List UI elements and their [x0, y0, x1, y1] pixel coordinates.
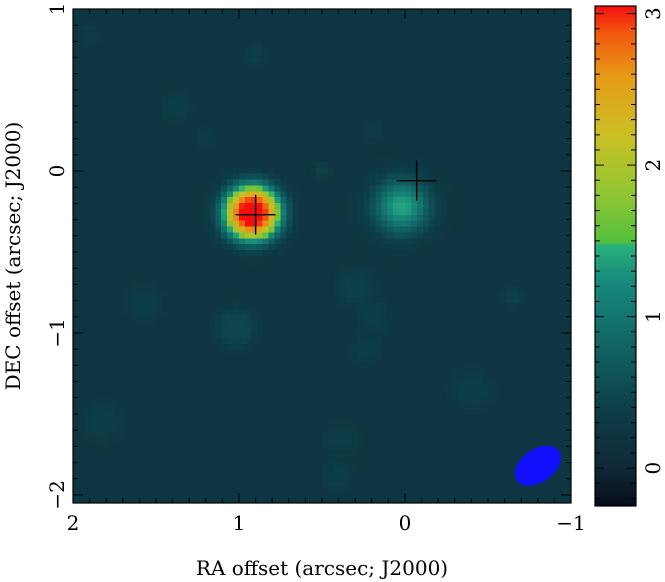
- x-tick-label: 0: [399, 511, 412, 535]
- y-axis-label: DEC offset (arcsec; J2000): [1, 122, 25, 391]
- image-panel: [72, 8, 572, 504]
- x-axis-label: RA offset (arcsec; J2000): [196, 556, 448, 580]
- x-tick-label: 2: [67, 511, 80, 535]
- x-tick-label: −1: [556, 511, 585, 535]
- colorbar-gradient: [595, 6, 636, 506]
- x-tick-labels: 2 1 0 −1: [67, 511, 586, 535]
- colorbar-ticks: [595, 13, 636, 499]
- colorbar-tick-labels: 0 1 2 3: [641, 7, 665, 474]
- beam-ellipse: [514, 445, 561, 486]
- colorbar-tick-label: 0: [641, 462, 665, 475]
- plot-ticks: [72, 8, 572, 503]
- colorbar-tick-label: 3: [641, 7, 665, 20]
- y-tick-label: 1: [45, 3, 69, 16]
- colorbar-frame: [594, 5, 637, 507]
- x-tick-label: 1: [233, 511, 246, 535]
- y-tick-label: −2: [45, 480, 69, 509]
- y-tick-labels: 1 0 −1 −2: [45, 3, 69, 510]
- colorbar-tick-label: 2: [641, 159, 665, 172]
- overlay-layer: [235, 160, 561, 486]
- heatmap-image: [73, 9, 571, 503]
- y-tick-label: 0: [45, 165, 69, 178]
- y-tick-label: −1: [45, 318, 69, 347]
- colorbar: 0 1 2 3: [594, 5, 665, 507]
- colorbar-tick-label: 1: [641, 310, 665, 323]
